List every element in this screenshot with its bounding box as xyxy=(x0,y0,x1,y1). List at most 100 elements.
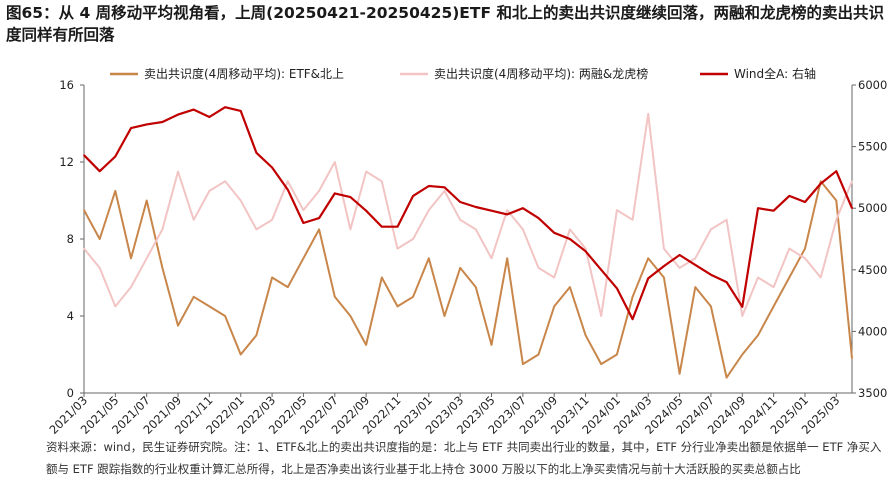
series-etf-north-point xyxy=(333,295,336,298)
series-wind-a-point xyxy=(145,123,148,126)
series-margin-dragon-point xyxy=(819,276,822,279)
series-etf-north-point xyxy=(835,199,838,202)
series-wind-a-point xyxy=(788,195,791,197)
series-etf-north-point xyxy=(678,372,681,375)
series-wind-a-point xyxy=(741,305,744,308)
series-etf-north-point xyxy=(145,199,148,202)
series-margin-dragon-point xyxy=(772,286,775,288)
series-wind-a-point xyxy=(819,182,822,185)
series-margin-dragon-point xyxy=(600,315,603,317)
series-wind-a-point xyxy=(647,277,650,280)
series-etf-north-point xyxy=(819,180,822,183)
series-margin-dragon-point xyxy=(333,161,336,163)
series-wind-a-point xyxy=(412,195,414,197)
right-tick-label: 3500 xyxy=(858,386,887,400)
series-etf-north-point xyxy=(522,363,524,365)
series-wind-a-point xyxy=(318,217,320,219)
series-margin-dragon-point xyxy=(286,180,289,183)
series-wind-a-point xyxy=(224,106,226,108)
series-wind-a-point xyxy=(475,206,477,208)
series-wind-a-point xyxy=(380,225,383,228)
series-etf-north-point xyxy=(161,267,164,269)
series-etf-north-point xyxy=(757,334,759,337)
series-wind-a-point xyxy=(365,209,367,212)
series-etf-north-point xyxy=(600,363,603,365)
series-wind-a-point xyxy=(584,250,587,253)
series-wind-a-point xyxy=(443,186,446,189)
series-margin-dragon-line xyxy=(83,112,853,317)
series-etf-north-point xyxy=(537,353,540,356)
series-margin-dragon-point xyxy=(365,170,367,173)
series-margin-dragon-point xyxy=(412,238,414,240)
series-margin-dragon-point xyxy=(569,228,571,231)
series-etf-north-point xyxy=(851,357,853,360)
series-margin-dragon-point xyxy=(678,267,681,269)
series-wind-a-point xyxy=(333,192,336,195)
series-etf-north-point xyxy=(177,324,179,327)
series-wind-a-point xyxy=(428,185,430,187)
right-tick-label: 4500 xyxy=(858,263,887,277)
series-etf-north-point xyxy=(428,257,430,260)
series-wind-a-point xyxy=(114,155,117,158)
series-margin-dragon-point xyxy=(710,228,712,231)
series-margin-dragon-point xyxy=(694,257,697,260)
series-etf-north-point xyxy=(130,257,132,260)
left-tick-label: 4 xyxy=(67,309,74,323)
series-wind-a-point xyxy=(161,121,164,123)
series-wind-a-point xyxy=(835,170,838,173)
series-margin-dragon-point xyxy=(98,267,101,269)
plot-area: 04812163500400045005000550060002021/0320… xyxy=(46,78,887,436)
series-etf-north-point xyxy=(584,334,587,337)
series-wind-a-point xyxy=(83,154,85,157)
series-wind-a-point xyxy=(286,188,289,191)
series-margin-dragon-point xyxy=(475,228,477,231)
source-note: 资料来源：wind，民生证券研究院。注：1、ETF&北上的卖出共识度指的是：北上… xyxy=(46,440,882,476)
series-wind-a-point xyxy=(349,196,352,198)
legend-label: Wind全A: 右轴 xyxy=(734,66,816,81)
series-margin-dragon-point xyxy=(83,247,85,250)
series-wind-a-point xyxy=(177,113,179,116)
series-etf-north-point xyxy=(804,247,806,250)
series-etf-north-point xyxy=(239,353,242,356)
series-etf-north-point xyxy=(83,209,85,211)
series-margin-dragon-point xyxy=(584,247,587,250)
series-wind-a-point xyxy=(459,201,461,203)
right-tick-label: 5000 xyxy=(858,201,887,215)
series-etf-north-point xyxy=(302,257,305,260)
series-etf-north-point xyxy=(553,305,556,308)
series-margin-dragon-point xyxy=(145,257,148,260)
series-etf-north-point xyxy=(631,295,634,298)
series-margin-dragon-point xyxy=(804,257,806,260)
series-etf-north-point xyxy=(255,334,258,337)
right-tick-label: 6000 xyxy=(858,78,887,92)
series-wind-a-point xyxy=(192,108,195,111)
series-wind-a-point xyxy=(710,273,712,276)
series-wind-a-point xyxy=(804,201,806,203)
series-margin-dragon-point xyxy=(318,190,320,192)
series-margin-dragon-point xyxy=(663,247,665,250)
series-wind-a-point xyxy=(522,207,524,209)
series-etf-north-point xyxy=(114,190,117,192)
series-etf-north-point xyxy=(663,276,665,279)
series-margin-dragon-point xyxy=(631,218,634,221)
series-margin-dragon-point xyxy=(851,180,853,183)
left-tick-label: 16 xyxy=(59,78,74,92)
series-wind-a-point xyxy=(255,151,258,154)
series-margin-dragon-point xyxy=(443,190,446,192)
series-margin-dragon-point xyxy=(616,209,618,211)
series-wind-a-point xyxy=(631,318,634,320)
series-etf-north-point xyxy=(506,257,508,260)
series-etf-north-line xyxy=(83,180,853,379)
legend-label: 卖出共识度(4周移动平均): ETF&北上 xyxy=(144,66,344,81)
series-wind-a-point xyxy=(569,238,571,240)
series-wind-a-point xyxy=(302,222,305,224)
series-etf-north-point xyxy=(616,353,618,356)
series-margin-dragon-point xyxy=(553,276,556,279)
series-etf-north-point xyxy=(710,305,712,308)
series-etf-north-point xyxy=(647,257,650,260)
series-margin-dragon-point xyxy=(396,247,399,250)
series-etf-north-point xyxy=(349,315,352,317)
series-etf-north-point xyxy=(396,305,399,308)
series-margin-dragon-point xyxy=(255,228,258,231)
series-wind-a-point xyxy=(130,127,132,129)
